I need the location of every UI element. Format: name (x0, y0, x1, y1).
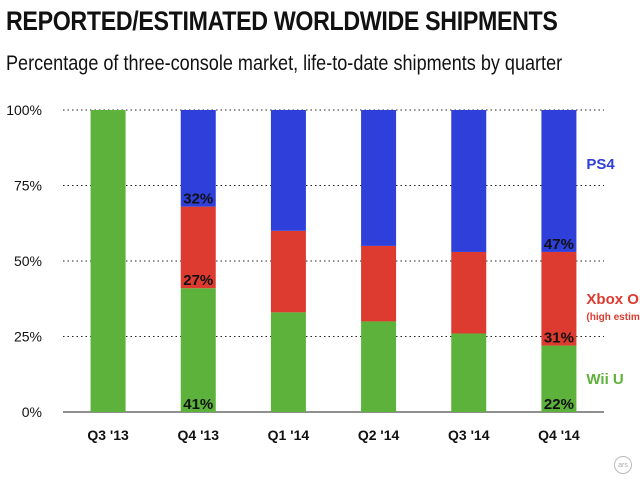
bar-segment-xbox-one (451, 251, 487, 334)
bar-segment-ps4 (451, 110, 487, 252)
bar-segment-wii-u (180, 288, 216, 412)
y-tick-label: 0% (22, 404, 42, 420)
x-tick-label: Q2 '14 (358, 427, 400, 443)
data-label: 27% (183, 272, 213, 289)
bar-segment-ps4 (361, 110, 397, 246)
data-label: 22% (544, 396, 574, 413)
data-label: 41% (183, 396, 213, 413)
bar-segment-wii-u (541, 345, 577, 412)
y-tick-label: 100% (6, 102, 42, 118)
legend-xbox-one: Xbox One (586, 291, 640, 308)
bar-segment-ps4 (270, 110, 306, 231)
y-tick-label: 25% (14, 329, 42, 345)
chart-subtitle: Percentage of three-console market, life… (6, 52, 563, 75)
data-label: 31% (544, 330, 574, 347)
bar-segment-xbox-one (541, 251, 577, 346)
bar-segment-wii-u (451, 333, 487, 412)
bar-segment-wii-u (270, 312, 306, 412)
ars-logo-icon: ars (614, 456, 632, 474)
bar-segment-xbox-one (361, 245, 397, 322)
bar-segment-wii-u (361, 321, 397, 412)
bar-segment-xbox-one (270, 230, 306, 313)
data-label: 47% (544, 236, 574, 253)
bar-segment-wii-u (90, 110, 126, 412)
y-tick-label: 75% (14, 178, 42, 194)
x-tick-label: Q3 '14 (448, 427, 490, 443)
y-tick-label: 50% (14, 253, 42, 269)
legend-wii-u: Wii U (586, 371, 623, 388)
bar-segment-ps4 (541, 110, 577, 252)
legend-ps4: PS4 (586, 156, 615, 173)
x-tick-label: Q4 '14 (538, 427, 580, 443)
bar-segment-xbox-one (180, 206, 216, 289)
data-label: 32% (183, 191, 213, 208)
bar-segment-ps4 (180, 110, 216, 207)
chart-title: REPORTED/ESTIMATED WORLDWIDE SHIPMENTS (6, 6, 558, 36)
x-tick-label: Q1 '14 (268, 427, 310, 443)
x-tick-label: Q4 '13 (178, 427, 220, 443)
x-tick-label: Q3 '13 (87, 427, 129, 443)
legend-note: (high estimate) (586, 312, 640, 323)
